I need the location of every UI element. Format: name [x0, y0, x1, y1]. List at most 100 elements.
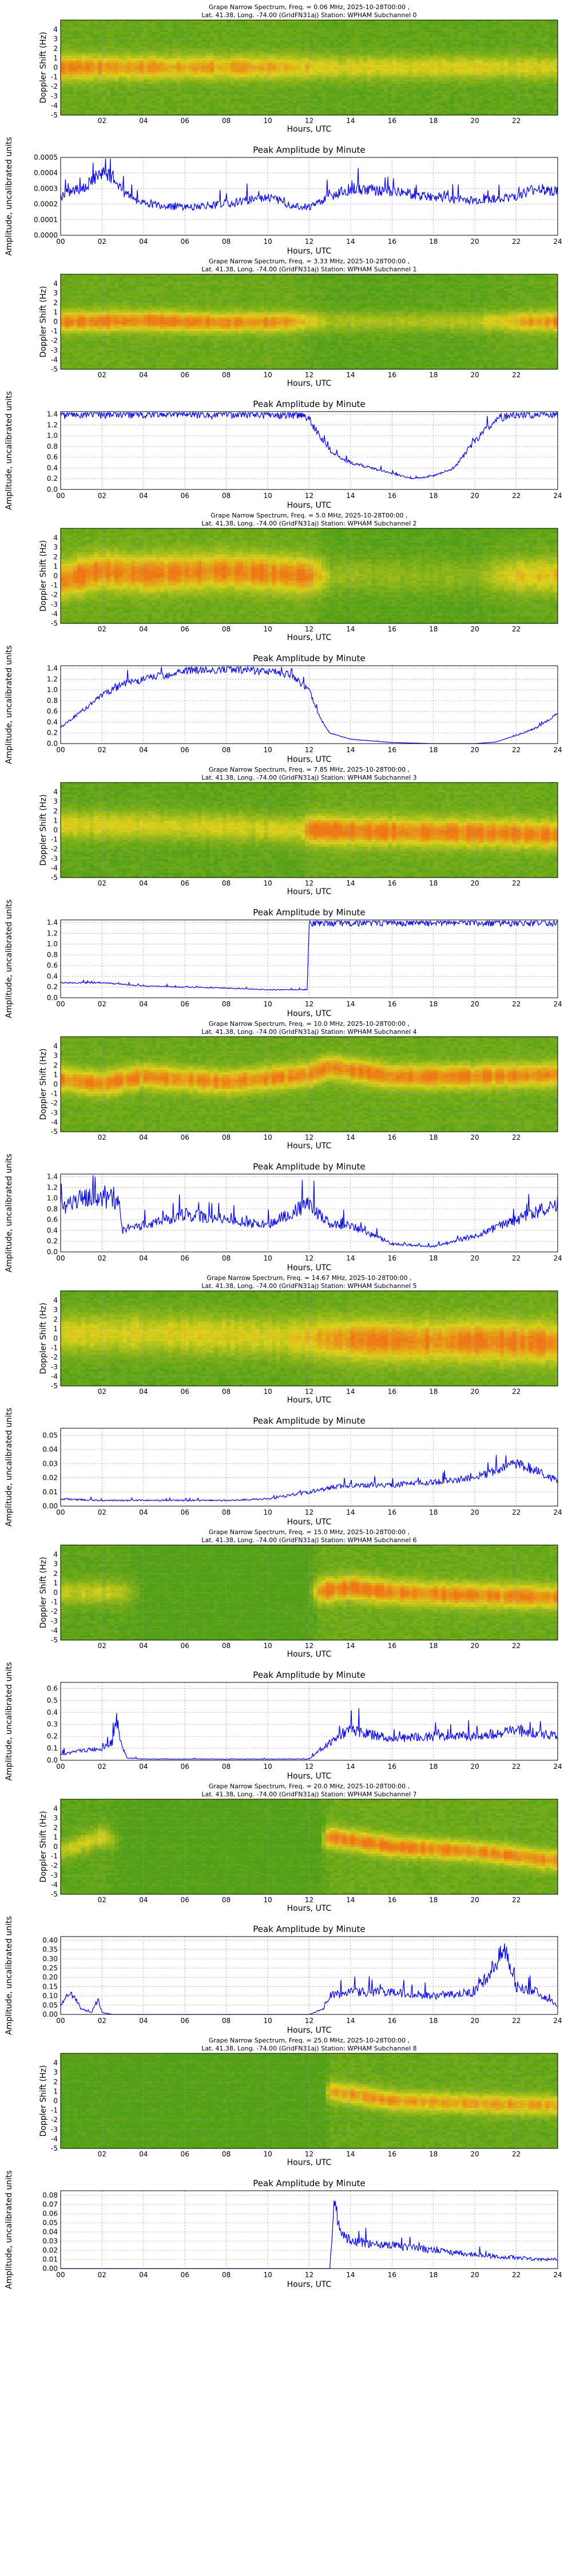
spectrogram-cell	[305, 74, 310, 78]
spectrogram-cell	[541, 31, 546, 35]
spectrogram-cell	[350, 72, 355, 76]
spectrogram-cell	[388, 96, 392, 99]
spectrogram-cell	[491, 44, 496, 47]
spectrogram-cell	[126, 56, 132, 58]
spectrogram-cell	[329, 56, 335, 58]
spectrogram-cell	[131, 77, 136, 80]
spectrogram-cell	[520, 48, 525, 52]
spectrogram-cell	[388, 105, 392, 109]
spectrogram-cell	[466, 41, 471, 45]
spectrogram-x-tick-label: 08	[222, 117, 231, 125]
spectrogram-cell	[458, 84, 463, 87]
spectrogram-cell	[201, 86, 206, 89]
spectrogram-cell	[222, 53, 227, 56]
spectrogram-cell	[355, 74, 359, 78]
spectrogram-cell	[371, 89, 376, 92]
spectrogram-cell	[98, 84, 103, 87]
spectrogram-cell	[446, 34, 451, 37]
spectrogram-cell	[355, 77, 359, 80]
spectrogram-cell	[392, 70, 397, 73]
spectrogram-cell	[89, 25, 94, 28]
spectrogram-cell	[396, 70, 401, 73]
spectrogram-cell	[383, 81, 388, 85]
spectrogram-cell	[317, 81, 322, 85]
spectrogram-cell	[487, 50, 492, 54]
spectrogram-cell	[81, 108, 86, 111]
spectrogram-cell	[512, 98, 517, 101]
spectrogram-cell	[176, 41, 181, 45]
spectrogram-cell	[292, 84, 297, 87]
spectrogram-cell	[379, 39, 384, 42]
spectrogram-cell	[371, 37, 376, 39]
spectrogram-cell	[172, 72, 177, 76]
spectrogram-cell	[446, 29, 451, 33]
spectrogram-cell	[172, 74, 177, 78]
spectrogram-cell	[284, 44, 289, 47]
spectrogram-cell	[442, 62, 447, 66]
spectrogram-cell	[135, 29, 140, 33]
spectrogram-cell	[350, 110, 355, 113]
spectrogram-cell	[131, 56, 136, 58]
spectrogram-cell	[243, 20, 248, 23]
spectrogram-cell	[383, 105, 388, 109]
spectrogram-cell	[197, 72, 202, 76]
spectrogram-cell	[61, 44, 65, 47]
spectrogram-cell	[205, 77, 210, 80]
spectrogram-cell	[429, 93, 434, 97]
spectrogram-cell	[325, 98, 331, 101]
spectrogram-cell	[296, 22, 301, 25]
spectrogram-cell	[442, 84, 447, 87]
spectrogram-cell	[317, 56, 322, 58]
spectrogram-cell	[65, 310, 70, 313]
spectrogram-cell	[239, 72, 244, 76]
spectrogram-cell	[529, 96, 534, 99]
spectrogram-cell	[483, 34, 488, 37]
spectrogram-cell	[235, 89, 239, 92]
spectrogram-cell	[235, 110, 239, 113]
spectrogram-cell	[156, 103, 161, 106]
spectrogram-cell	[305, 112, 310, 116]
spectrogram-cell	[388, 79, 392, 82]
spectrogram-cell	[69, 68, 74, 70]
spectrogram-cell	[458, 105, 463, 109]
spectrogram-cell	[98, 20, 103, 23]
spectrogram-cell	[429, 98, 434, 101]
spectrogram-cell	[442, 22, 447, 25]
spectrogram-cell	[189, 37, 194, 39]
spectrogram-cell	[160, 34, 165, 37]
spectrogram-cell	[226, 37, 231, 39]
spectrogram-cell	[85, 22, 90, 25]
spectrogram-cell	[272, 37, 277, 39]
spectrogram-cell	[313, 86, 318, 89]
spectrogram-cell	[181, 65, 185, 68]
spectrogram-cell	[156, 48, 161, 52]
spectrogram-cell	[454, 84, 459, 87]
spectrogram-cell	[226, 48, 231, 52]
spectrogram-cell	[508, 68, 513, 70]
spectrogram-cell	[61, 79, 65, 82]
spectrogram-cell	[483, 101, 488, 104]
spectrogram-cell	[429, 74, 434, 78]
spectrogram-cell	[499, 20, 505, 23]
spectrogram-cell	[400, 29, 405, 33]
spectrogram-cell	[106, 39, 111, 42]
spectrogram-cell	[529, 60, 534, 64]
spectrogram-cell	[321, 44, 327, 47]
spectrogram-cell	[268, 98, 272, 101]
spectrogram-cell	[367, 41, 372, 45]
spectrogram-cell	[61, 295, 65, 299]
spectrogram-cell	[93, 58, 98, 61]
spectrogram-cell	[218, 96, 223, 99]
spectrogram-cell	[329, 72, 335, 76]
spectrogram-cell	[537, 34, 542, 37]
spectrogram-cell	[462, 34, 467, 37]
spectrogram-cell	[139, 58, 144, 61]
spectrogram-cell	[201, 48, 206, 52]
spectrogram-cell	[239, 103, 244, 106]
spectrogram-cell	[247, 79, 252, 82]
spectrogram-cell	[533, 62, 538, 66]
spectrogram-cell	[139, 20, 144, 23]
spectrogram-cell	[442, 31, 447, 35]
spectrogram-cell	[110, 77, 115, 80]
spectrogram-cell	[333, 101, 339, 104]
